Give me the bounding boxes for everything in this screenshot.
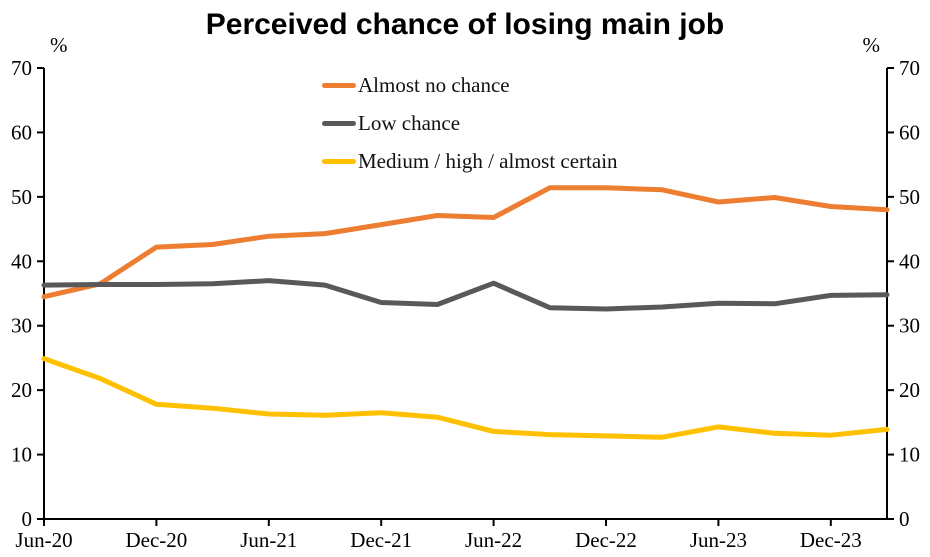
- legend-swatch-gray-line: [322, 120, 356, 126]
- left-axis-unit-label: %: [50, 33, 68, 57]
- y-tick-label-left: 50: [11, 185, 32, 209]
- legend-label: Almost no chance: [358, 72, 510, 97]
- series-line-0: [41, 185, 890, 300]
- legend-item-medium-high-almost-certain: Medium / high / almost certain: [322, 148, 618, 173]
- series-line-2: [41, 356, 890, 440]
- y-tick-label-left: 60: [11, 120, 32, 144]
- y-tick-label-left: 70: [11, 56, 32, 80]
- y-tick-label-right: 10: [899, 443, 920, 467]
- y-tick-label-left: 0: [22, 507, 33, 531]
- x-tick-label: Jun-20: [15, 528, 72, 552]
- x-tick-label: Dec-21: [350, 528, 412, 552]
- y-tick-label-right: 70: [899, 56, 920, 80]
- y-tick-label-left: 30: [11, 314, 32, 338]
- x-tick-label: Jun-22: [465, 528, 522, 552]
- y-tick-label-right: 40: [899, 249, 920, 273]
- x-tick-label: Dec-22: [575, 528, 637, 552]
- y-tick-label-right: 60: [899, 120, 920, 144]
- x-tick-label: Jun-21: [240, 528, 297, 552]
- right-axis-unit-label: %: [863, 33, 881, 57]
- series-line-1: [41, 278, 890, 312]
- legend-item-low-chance: Low chance: [322, 110, 618, 135]
- y-tick-label-right: 20: [899, 378, 920, 402]
- legend-item-almost-no-chance: Almost no chance: [322, 72, 618, 97]
- x-tick-label: Dec-23: [800, 528, 862, 552]
- legend-swatch-yellow-line: [322, 158, 356, 164]
- y-tick-label-left: 10: [11, 443, 32, 467]
- legend-label: Low chance: [358, 110, 461, 135]
- y-tick-label-left: 40: [11, 249, 32, 273]
- y-tick-label-right: 30: [899, 314, 920, 338]
- legend: Almost no chance Low chance Medium / hig…: [322, 72, 618, 188]
- y-tick-label-left: 20: [11, 378, 32, 402]
- legend-swatch-orange-line: [322, 82, 356, 88]
- x-tick-label: Dec-20: [125, 528, 187, 552]
- y-tick-label-right: 0: [899, 507, 910, 531]
- x-tick-label: Jun-23: [690, 528, 747, 552]
- y-tick-label-right: 50: [899, 185, 920, 209]
- legend-label: Medium / high / almost certain: [358, 148, 618, 173]
- chart-title: Perceived chance of losing main job: [205, 8, 725, 41]
